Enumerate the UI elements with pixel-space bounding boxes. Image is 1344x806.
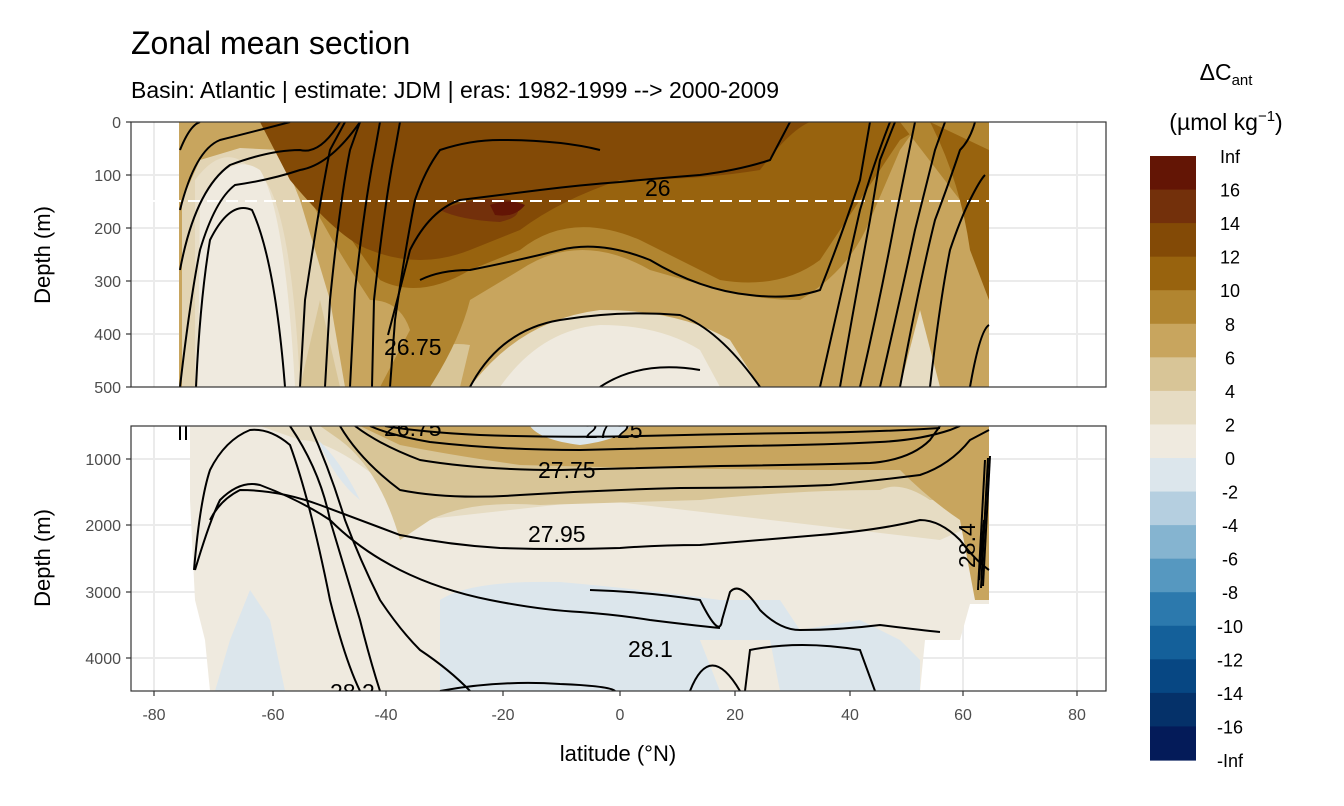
legend-swatch [1150, 625, 1196, 660]
lower-isopycnals [179, 426, 991, 691]
legend-unit: (µmol kg−1) [1169, 108, 1282, 135]
legend-swatch [1150, 525, 1196, 560]
isopycnal-label-27-25: 27.25 [585, 417, 643, 443]
legend-swatch [1150, 290, 1196, 325]
ytick-upper-5: 500 [94, 380, 121, 397]
legend-label: -8 [1222, 583, 1238, 603]
isopycnal-label-28-2: 28.2 [330, 679, 375, 705]
ytick-lower-3: 4000 [85, 651, 121, 668]
legend-label: -6 [1222, 550, 1238, 570]
xtick-8: 80 [1068, 707, 1086, 724]
ytick-lower-2: 3000 [85, 585, 121, 602]
x-axis [153, 691, 1078, 696]
legend-swatch [1150, 156, 1196, 191]
legend-label: 0 [1225, 449, 1235, 469]
legend-label: -2 [1222, 483, 1238, 503]
legend-label: 6 [1225, 348, 1235, 368]
xtick-7: 60 [954, 707, 972, 724]
legend-label: 8 [1225, 315, 1235, 335]
legend-label: -16 [1217, 717, 1243, 737]
legend-label: 12 [1220, 248, 1240, 268]
xtick-4: 0 [616, 707, 625, 724]
legend-swatch [1150, 491, 1196, 526]
chart-subtitle: Basin: Atlantic | estimate: JDM | eras: … [131, 77, 779, 103]
legend-swatch [1150, 424, 1196, 459]
legend-swatch [1150, 189, 1196, 224]
y-axis-upper [126, 121, 131, 388]
isopycnal-label-28-1: 28.1 [628, 636, 673, 662]
lower-panel [130, 425, 1107, 692]
y-axis-label-lower: Depth (m) [30, 509, 55, 607]
ytick-upper-3: 300 [94, 274, 121, 291]
legend-swatch [1150, 592, 1196, 627]
legend-labels: Inf 16 14 12 10 8 6 4 2 0 -2 -4 -6 -8 -10 -12 -14 -16 -Inf [1217, 147, 1244, 771]
legend-swatch [1150, 390, 1196, 426]
legend-label: Inf [1220, 147, 1241, 167]
xtick-5: 20 [726, 707, 744, 724]
legend-swatch [1150, 458, 1196, 493]
upper-panel [130, 121, 1107, 388]
y-ticklabels-lower: 1000 2000 3000 4000 [85, 452, 121, 668]
isopycnal-label-26-75-lower: 26.75 [384, 415, 442, 441]
y-axis-lower [126, 458, 131, 659]
legend-label: -12 [1217, 650, 1243, 670]
legend-label: -4 [1222, 516, 1238, 536]
xtick-2: -40 [374, 707, 397, 724]
legend-swatch [1150, 692, 1196, 728]
legend-title: ΔCant [1200, 59, 1254, 89]
y-axis-label-upper: Depth (m) [30, 206, 55, 304]
legend-swatch [1150, 726, 1196, 761]
legend-label: -Inf [1217, 751, 1244, 771]
xtick-6: 40 [841, 707, 859, 724]
legend-label: 4 [1225, 382, 1235, 402]
legend-swatch [1150, 223, 1196, 258]
legend: ΔCant (µmol kg−1) Inf 16 14 12 10 8 6 4 2 0 -2 -4 -6… [1150, 59, 1283, 771]
xtick-0: -80 [142, 707, 165, 724]
lower-filled-contours [190, 426, 989, 691]
legend-label: -10 [1217, 617, 1243, 637]
legend-label: 10 [1220, 281, 1240, 301]
legend-swatch [1150, 357, 1196, 392]
chart-title: Zonal mean section [131, 25, 410, 61]
x-ticklabels: -80 -60 -40 -20 0 20 40 60 80 [142, 707, 1086, 724]
legend-swatch [1150, 323, 1196, 358]
legend-label: 16 [1220, 181, 1240, 201]
isopycnal-label-27-75: 27.75 [538, 457, 596, 483]
legend-label: -14 [1217, 684, 1243, 704]
xtick-1: -60 [261, 707, 284, 724]
isopycnal-label-28-4: 28.4 [954, 523, 980, 568]
legend-colorbar [1150, 156, 1196, 761]
ytick-upper-2: 200 [94, 221, 121, 238]
ytick-lower-0: 1000 [85, 452, 121, 469]
isopycnal-label-26: 26 [645, 175, 671, 201]
legend-label: 14 [1220, 214, 1240, 234]
isopycnal-label-26-75: 26.75 [384, 334, 442, 360]
upper-isopycnals [179, 122, 990, 387]
ytick-upper-4: 400 [94, 327, 121, 344]
x-axis-label: latitude (°N) [560, 741, 676, 766]
legend-swatch [1150, 659, 1196, 694]
ytick-lower-1: 2000 [85, 518, 121, 535]
isopycnal-label-27-95: 27.95 [528, 521, 586, 547]
y-ticklabels-upper: 0 100 200 300 400 500 [94, 115, 121, 397]
legend-label: 2 [1225, 415, 1235, 435]
upper-filled-contours [179, 122, 989, 387]
isopycnal-labels: 26 26.75 27.25 26.75 27.75 27.95 28.1 28… [330, 175, 980, 705]
ytick-upper-1: 100 [94, 168, 121, 185]
xtick-3: -20 [491, 707, 514, 724]
legend-swatch [1150, 558, 1196, 593]
ytick-upper-0: 0 [112, 115, 121, 132]
legend-swatch [1150, 256, 1196, 291]
